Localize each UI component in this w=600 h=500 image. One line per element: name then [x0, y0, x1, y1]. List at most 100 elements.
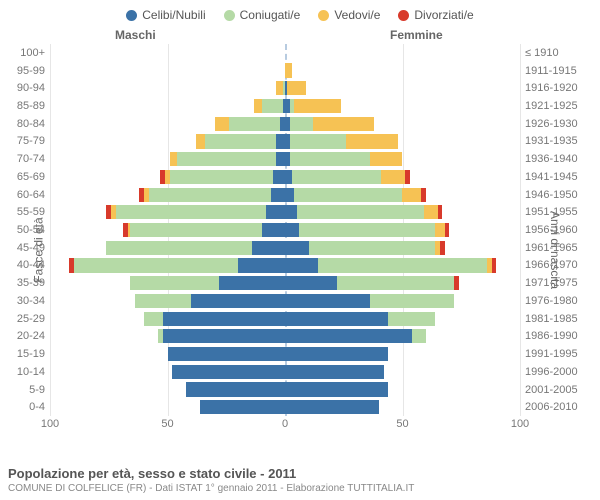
bar-segment [163, 329, 285, 343]
age-label: 70-74 [5, 153, 45, 165]
bar-segment [170, 170, 273, 184]
age-label: 10-14 [5, 366, 45, 378]
legend-swatch [224, 10, 235, 21]
birth-year-label: 1986-1990 [525, 330, 590, 342]
age-label: 85-89 [5, 100, 45, 112]
legend-swatch [398, 10, 409, 21]
age-label: 35-39 [5, 277, 45, 289]
bar-segment [445, 223, 450, 237]
bar-segment [285, 63, 292, 77]
bar-female [285, 329, 426, 343]
bar-segment [276, 81, 283, 95]
legend: Celibi/Nubili Coniugati/e Vedovi/e Divorzia… [0, 0, 600, 22]
bar-segment [196, 134, 205, 148]
bar-segment [285, 170, 292, 184]
birth-year-label: 1946-1950 [525, 189, 590, 201]
age-label: 45-49 [5, 242, 45, 254]
age-label: 75-79 [5, 135, 45, 147]
birth-year-label: 1926-1930 [525, 118, 590, 130]
bar-male [170, 152, 285, 166]
age-label: 0-4 [5, 401, 45, 413]
birth-year-label: 1916-1920 [525, 82, 590, 94]
bar-male [69, 258, 285, 272]
birth-year-label: 2006-2010 [525, 401, 590, 413]
bar-male [215, 117, 285, 131]
bar-segment [135, 294, 191, 308]
age-label: 95-99 [5, 65, 45, 77]
bar-segment [191, 294, 285, 308]
bar-segment [290, 117, 314, 131]
bar-female [285, 223, 449, 237]
bar-segment [116, 205, 266, 219]
bar-female [285, 347, 388, 361]
age-label: 65-69 [5, 171, 45, 183]
age-row: 75-791931-1935 [50, 133, 520, 151]
age-label: 15-19 [5, 348, 45, 360]
birth-year-label: 1911-1915 [525, 65, 590, 77]
bar-female [285, 258, 496, 272]
bar-female [285, 117, 374, 131]
bar-segment [290, 152, 370, 166]
bar-female [285, 99, 341, 113]
age-row: 45-491961-1965 [50, 239, 520, 257]
bar-segment [292, 170, 381, 184]
bar-segment [492, 258, 497, 272]
bar-male [130, 276, 285, 290]
bar-segment [412, 329, 426, 343]
legend-item: Divorziati/e [398, 8, 473, 22]
age-row: 25-291981-1985 [50, 310, 520, 328]
bar-female [285, 312, 435, 326]
legend-swatch [318, 10, 329, 21]
bar-female [285, 152, 402, 166]
bar-segment [435, 223, 444, 237]
female-label: Femmine [390, 28, 443, 42]
bar-segment [262, 223, 286, 237]
bar-segment [297, 205, 424, 219]
bar-female [285, 294, 454, 308]
bar-segment [294, 99, 341, 113]
age-label: 55-59 [5, 206, 45, 218]
bar-segment [285, 365, 384, 379]
x-tick-label: 50 [396, 418, 408, 430]
bar-segment [285, 241, 309, 255]
bar-segment [254, 99, 261, 113]
age-row: 10-141996-2000 [50, 363, 520, 381]
bar-segment [299, 223, 435, 237]
bar-segment [177, 152, 276, 166]
bar-male [276, 81, 285, 95]
bar-segment [290, 134, 346, 148]
bar-female [285, 382, 388, 396]
legend-item: Celibi/Nubili [126, 8, 205, 22]
age-label: 80-84 [5, 118, 45, 130]
bar-segment [285, 223, 299, 237]
bar-male [172, 365, 285, 379]
bar-segment [170, 152, 177, 166]
bar-segment [130, 276, 219, 290]
age-row: 65-691941-1945 [50, 168, 520, 186]
age-row: 95-991911-1915 [50, 62, 520, 80]
bar-female [285, 63, 292, 77]
birth-year-label: 1941-1945 [525, 171, 590, 183]
bar-segment [294, 188, 402, 202]
bar-segment [238, 258, 285, 272]
legend-item: Vedovi/e [318, 8, 380, 22]
birth-year-label: 2001-2005 [525, 384, 590, 396]
bar-segment [285, 347, 388, 361]
bar-female [285, 241, 445, 255]
legend-label: Coniugati/e [240, 8, 301, 22]
bar-segment [285, 382, 388, 396]
bar-segment [440, 241, 445, 255]
x-tick-label: 0 [282, 418, 288, 430]
legend-label: Vedovi/e [334, 8, 380, 22]
bar-segment [219, 276, 285, 290]
age-label: 30-34 [5, 295, 45, 307]
bar-segment [273, 170, 285, 184]
bar-female [285, 276, 459, 290]
birth-year-label: 1971-1975 [525, 277, 590, 289]
bar-segment [285, 205, 297, 219]
bar-segment [370, 152, 403, 166]
bar-female [285, 365, 384, 379]
age-label: 5-9 [5, 384, 45, 396]
birth-year-label: 1921-1925 [525, 100, 590, 112]
birth-year-label: 1981-1985 [525, 313, 590, 325]
